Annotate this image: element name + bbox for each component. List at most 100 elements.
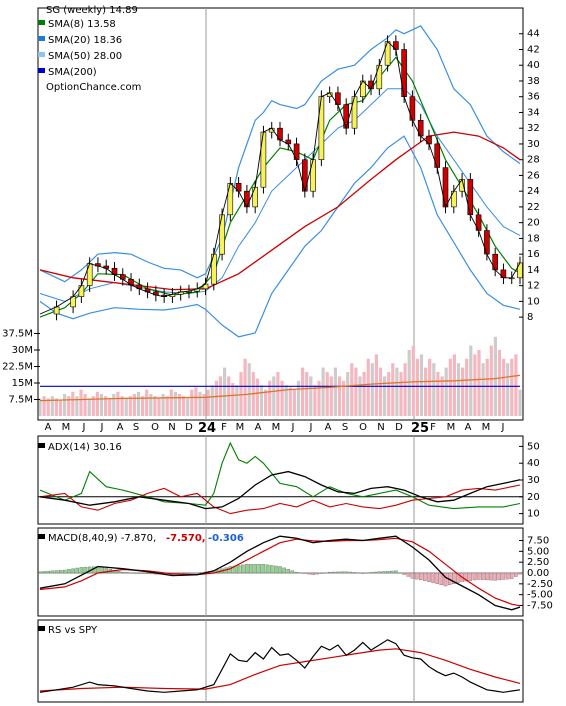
volume-bar bbox=[284, 385, 288, 416]
volume-bar bbox=[116, 391, 120, 416]
macd-y-tick-label: -7.50 bbox=[527, 601, 553, 612]
macd-histogram-bar bbox=[307, 572, 311, 575]
volume-bar bbox=[223, 367, 227, 416]
volume-bar bbox=[342, 380, 346, 416]
x-axis-label: M bbox=[272, 422, 281, 433]
price-y-tick-label: 28 bbox=[527, 155, 540, 166]
macd-panel: 7.505.002.500.00-2.50-5.00-7.50 MACD(8,4… bbox=[37, 527, 553, 617]
macd-histogram-bar bbox=[245, 564, 249, 574]
volume-bar bbox=[50, 396, 54, 416]
candle-body bbox=[401, 49, 407, 98]
macd-histogram-bar bbox=[365, 572, 369, 574]
candle-body bbox=[384, 41, 391, 66]
adx-y-tick-label: 10 bbox=[527, 509, 540, 520]
volume-y-tick-label: 37.5M bbox=[2, 329, 33, 340]
macd-histogram-bar bbox=[489, 572, 493, 581]
source-label: OptionChance.com bbox=[46, 82, 141, 93]
macd-histogram-bar bbox=[369, 572, 373, 574]
macd-histogram-bar bbox=[344, 571, 348, 574]
volume-y-tick-label: 15M bbox=[12, 378, 33, 389]
macd-histogram-bar bbox=[414, 572, 419, 580]
macd-histogram-bar bbox=[332, 571, 336, 574]
macd-histogram-bar bbox=[352, 572, 357, 574]
macd-histogram-bar bbox=[323, 572, 328, 574]
macd-histogram-bar bbox=[141, 572, 146, 574]
volume-bar bbox=[502, 358, 506, 416]
plus-di-line bbox=[39, 441, 521, 510]
volume-bar bbox=[481, 363, 485, 416]
volume-bar bbox=[58, 400, 63, 416]
price-y-tick-label: 30 bbox=[527, 139, 540, 150]
legend-sma200: SMA(200) bbox=[48, 67, 97, 78]
x-axis-label: M bbox=[447, 422, 456, 433]
macd-y-tick-label: 2.50 bbox=[527, 557, 549, 568]
volume-bar bbox=[366, 358, 370, 416]
volume-bar bbox=[391, 363, 395, 416]
price-y-tick-label: 12 bbox=[527, 281, 540, 292]
legend-swatch-sma200 bbox=[38, 68, 45, 73]
macd-histogram-bar bbox=[518, 572, 522, 575]
volume-bar bbox=[120, 396, 124, 416]
adx-line bbox=[39, 470, 521, 510]
volume-bar bbox=[124, 398, 128, 416]
adx-panel-frame bbox=[37, 435, 524, 525]
candle-body bbox=[219, 214, 225, 255]
volume-bar bbox=[317, 380, 321, 416]
volume-bar bbox=[165, 396, 169, 416]
volume-bar bbox=[399, 372, 403, 416]
volume-bar bbox=[473, 354, 477, 416]
volume-bar bbox=[329, 376, 333, 416]
volume-bar bbox=[370, 363, 374, 416]
volume-bar bbox=[497, 350, 502, 416]
volume-bar bbox=[387, 372, 391, 416]
macd-histogram-bar bbox=[406, 572, 411, 577]
volume-bar bbox=[456, 363, 461, 416]
volume-bar bbox=[136, 391, 141, 416]
bollinger-upper-line bbox=[39, 25, 521, 283]
volume-bar bbox=[378, 367, 383, 416]
volume-bar bbox=[440, 376, 444, 416]
volume-bar bbox=[411, 345, 415, 416]
volume-bar bbox=[333, 367, 337, 416]
adx-y-tick-label: 40 bbox=[527, 458, 540, 469]
macd-histogram-bar bbox=[129, 572, 133, 574]
volume-bar bbox=[87, 398, 91, 416]
volume-bar bbox=[309, 376, 313, 416]
macd-histogram-bar bbox=[257, 564, 262, 574]
volume-bar bbox=[350, 363, 354, 416]
macd-histogram-bar bbox=[389, 570, 394, 574]
volume-bar bbox=[268, 380, 272, 416]
macd-y-tick-label: 7.50 bbox=[527, 536, 549, 547]
volume-bar bbox=[337, 376, 342, 416]
volume-y-tick-label: 30M bbox=[12, 345, 33, 356]
macd-histogram-bar bbox=[137, 572, 142, 574]
macd-histogram-bar bbox=[327, 571, 332, 574]
volume-bar bbox=[415, 358, 419, 416]
volume-bar bbox=[292, 389, 296, 416]
rs-panel: RS vs SPY bbox=[37, 619, 524, 703]
macd-lines: 7.505.002.500.00-2.50-5.00-7.50 bbox=[38, 536, 553, 612]
volume-bar bbox=[91, 396, 95, 416]
macd-histogram-bar bbox=[63, 569, 67, 574]
volume-bar bbox=[510, 358, 514, 416]
macd-histogram-bar bbox=[104, 568, 108, 574]
price-y-tick-label: 10 bbox=[527, 296, 540, 307]
macd-histogram-bar bbox=[402, 572, 406, 575]
adx-y-tick-label: 30 bbox=[527, 475, 540, 486]
macd-histogram-bar bbox=[294, 571, 299, 574]
volume-bar bbox=[469, 345, 473, 416]
price-y-tick-label: 42 bbox=[527, 44, 540, 55]
volume-bar bbox=[210, 385, 214, 416]
volume-bar bbox=[321, 367, 325, 416]
x-axis-label: D bbox=[395, 422, 403, 433]
macd-histogram-bar bbox=[265, 564, 270, 574]
candle-body bbox=[227, 183, 234, 216]
macd-histogram-bar bbox=[398, 572, 402, 574]
candle-body bbox=[211, 253, 217, 285]
candle-body bbox=[260, 131, 267, 188]
volume-bar bbox=[247, 363, 251, 416]
price-close-line bbox=[39, 40, 521, 315]
volume-bar bbox=[428, 358, 432, 416]
x-axis-label: O bbox=[151, 422, 159, 433]
macd-histogram-bar bbox=[290, 570, 295, 574]
